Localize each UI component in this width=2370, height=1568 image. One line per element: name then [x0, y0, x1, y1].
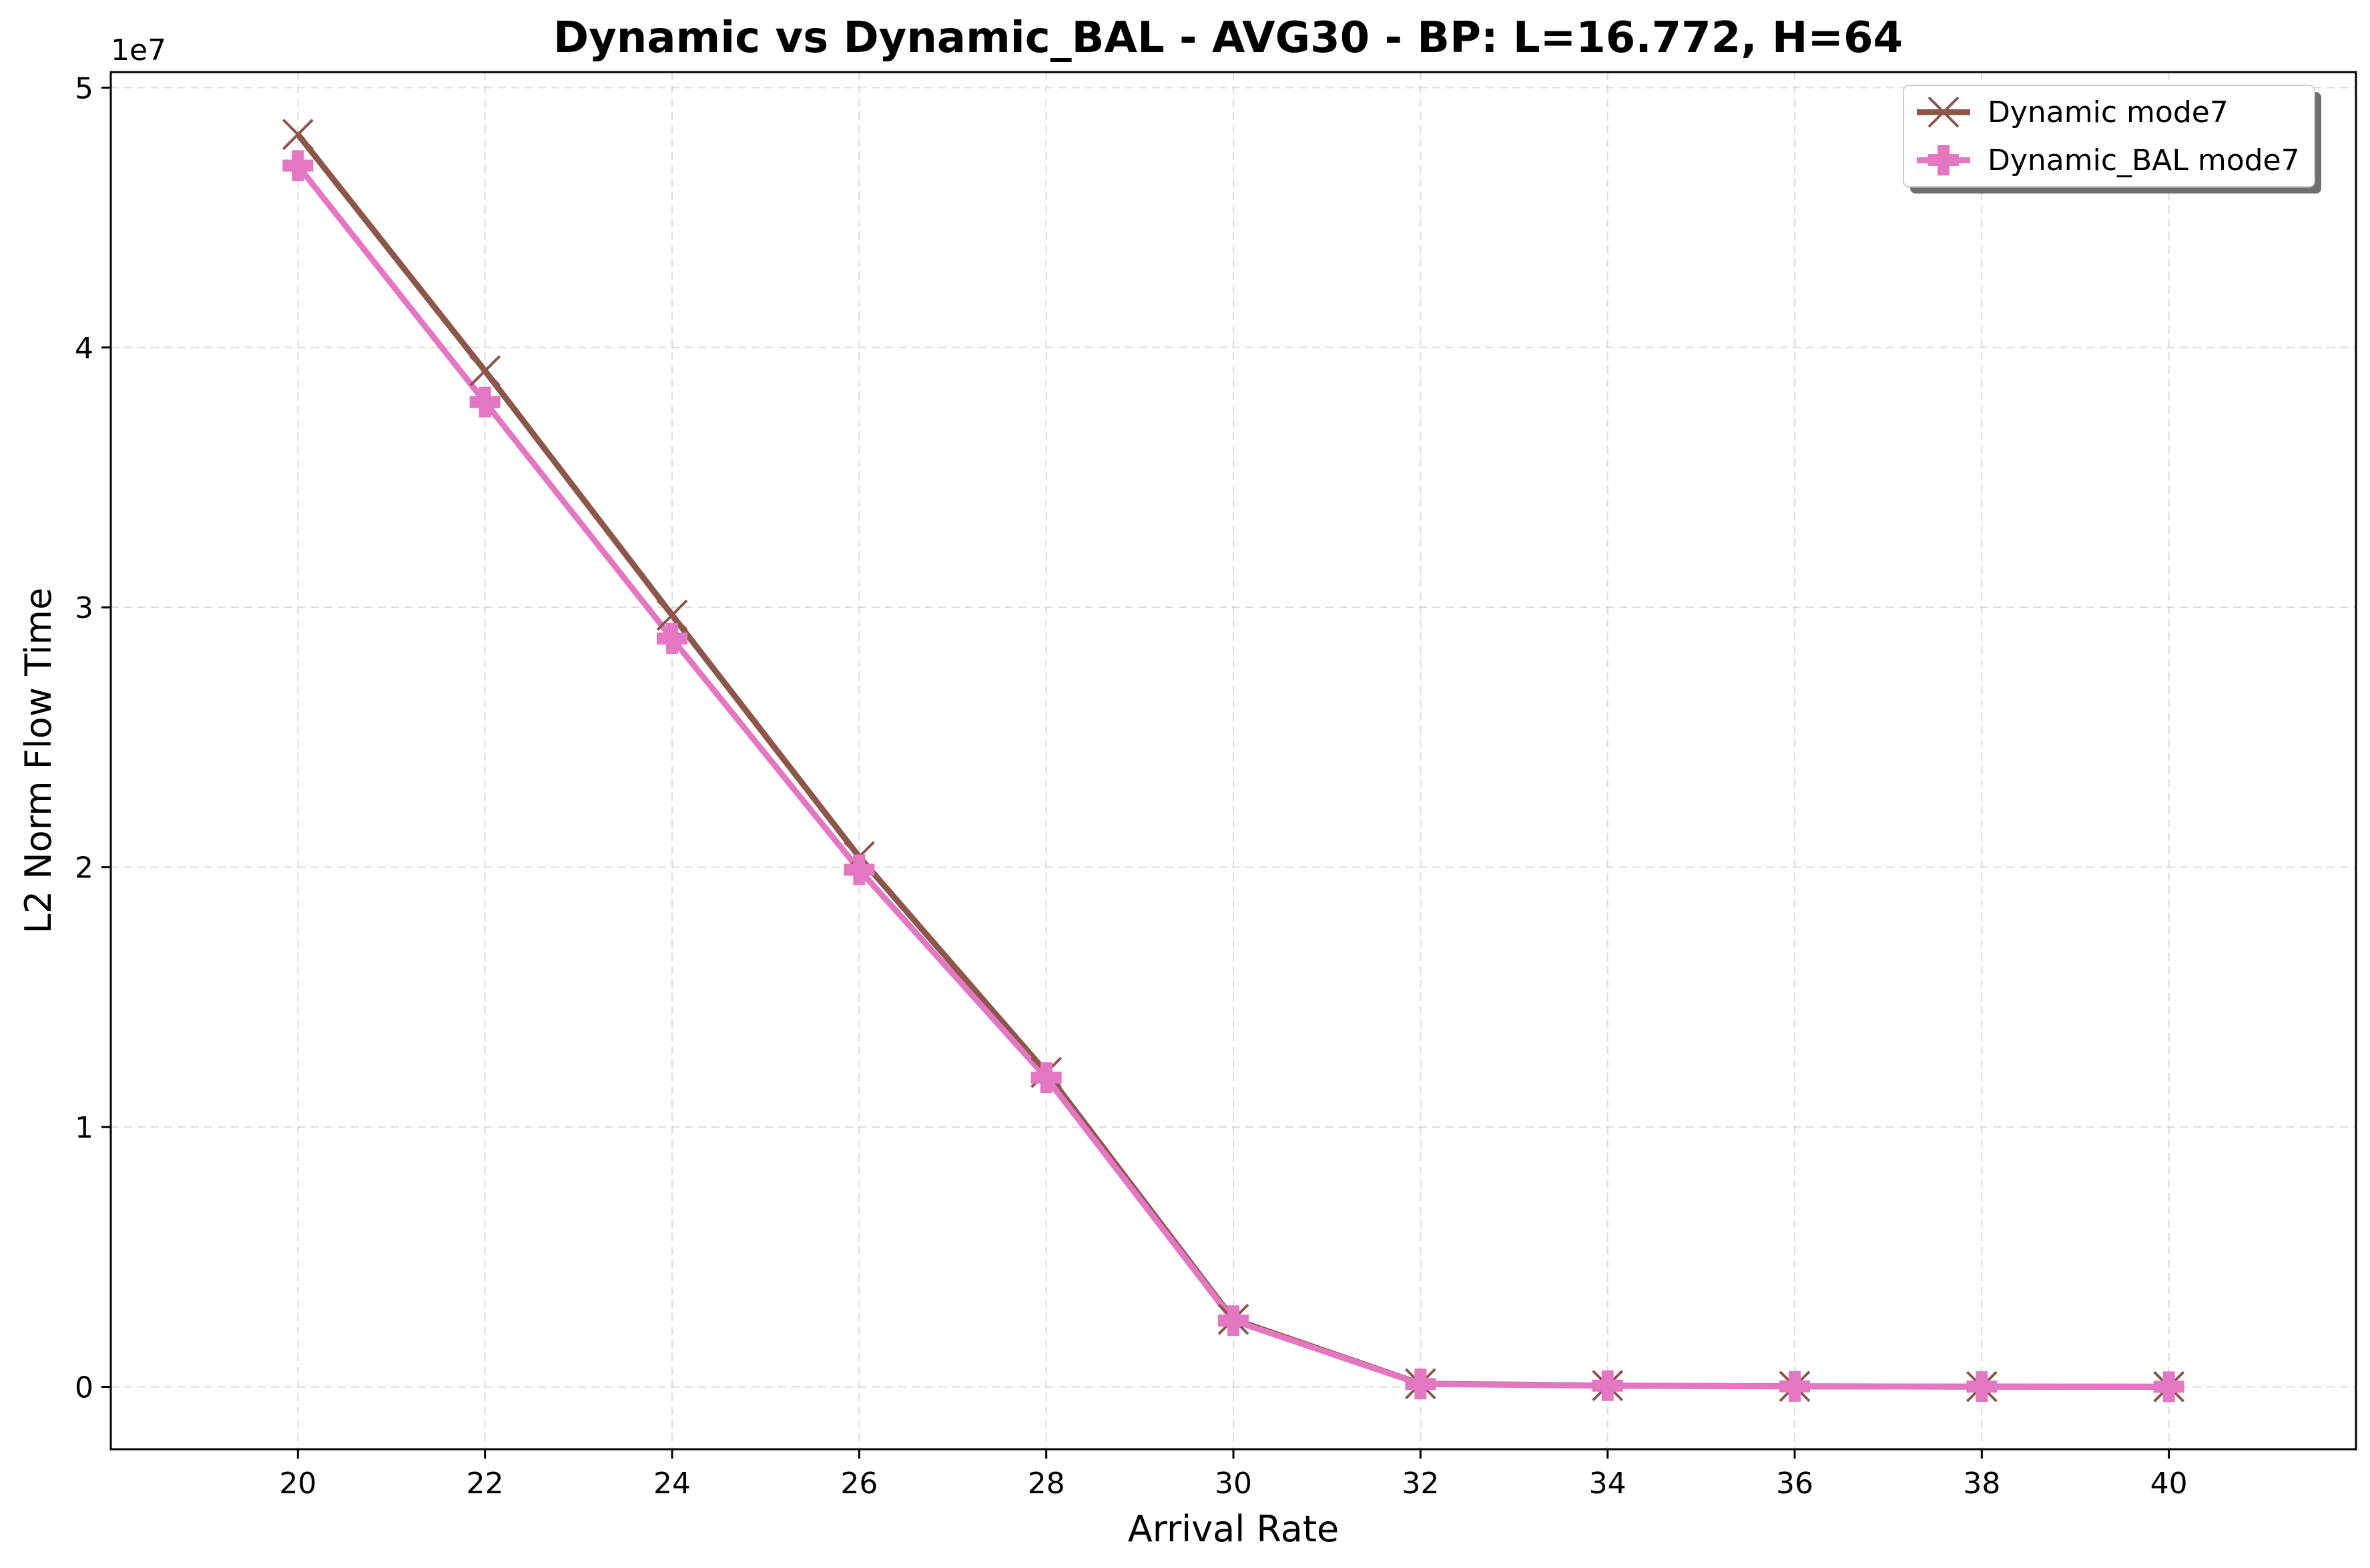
chart-title: Dynamic vs Dynamic_BAL - AVG30 - BP: L=1… [553, 13, 1903, 63]
x-tick-label: 26 [840, 1467, 878, 1501]
legend-label-1: Dynamic mode7 [1988, 95, 2229, 129]
legend-marker-1 [1928, 96, 1960, 128]
y-tick-label: 3 [75, 591, 93, 625]
series-2-point [1405, 1368, 1436, 1400]
x-tick-label: 36 [1776, 1467, 1813, 1501]
legend-label-2: Dynamic_BAL mode7 [1988, 143, 2300, 177]
series-2-point [1030, 1062, 1062, 1094]
series-1-point [469, 355, 501, 387]
y-tick-label: 0 [75, 1371, 93, 1405]
x-tick-label: 30 [1215, 1467, 1252, 1501]
series-1-point [282, 119, 314, 150]
grid-lines [111, 72, 2356, 1449]
y-tick-label: 4 [75, 332, 93, 366]
legend: Dynamic mode7 Dynamic_BAL mode7 [1903, 85, 2321, 193]
x-tick-label: 34 [1589, 1467, 1626, 1501]
series-2-point [1592, 1370, 1623, 1401]
x-tick-label: 22 [467, 1467, 504, 1501]
y-axis-label: L2 Norm Flow Time [17, 588, 59, 934]
series-2-point [844, 854, 875, 885]
x-tick-label: 40 [2150, 1467, 2188, 1501]
series-2-point [469, 386, 501, 418]
x-tick-label: 24 [653, 1467, 691, 1501]
x-axis-label: Arrival Rate [1128, 1508, 1339, 1550]
x-tick-label: 28 [1028, 1467, 1065, 1501]
y-tick-label: 2 [75, 851, 93, 885]
x-tick-label: 20 [279, 1467, 316, 1501]
series-2-point [1779, 1370, 1810, 1402]
series-1-point [656, 599, 688, 631]
y-tick-label: 1 [75, 1111, 93, 1145]
legend-box [1903, 85, 2315, 187]
legend-marker-2 [1928, 145, 1959, 175]
series-2-point [657, 623, 687, 654]
series-layer [282, 119, 2185, 1403]
y-offset-label: 1e7 [111, 33, 166, 67]
series-2-point [1966, 1371, 1998, 1403]
x-tick-label: 32 [1402, 1467, 1439, 1501]
series-2-point [2153, 1371, 2184, 1403]
series-2-point [1218, 1305, 1249, 1336]
x-tick-label: 38 [1963, 1467, 2000, 1501]
y-tick-label: 5 [75, 71, 93, 105]
series-2-point [282, 150, 314, 181]
